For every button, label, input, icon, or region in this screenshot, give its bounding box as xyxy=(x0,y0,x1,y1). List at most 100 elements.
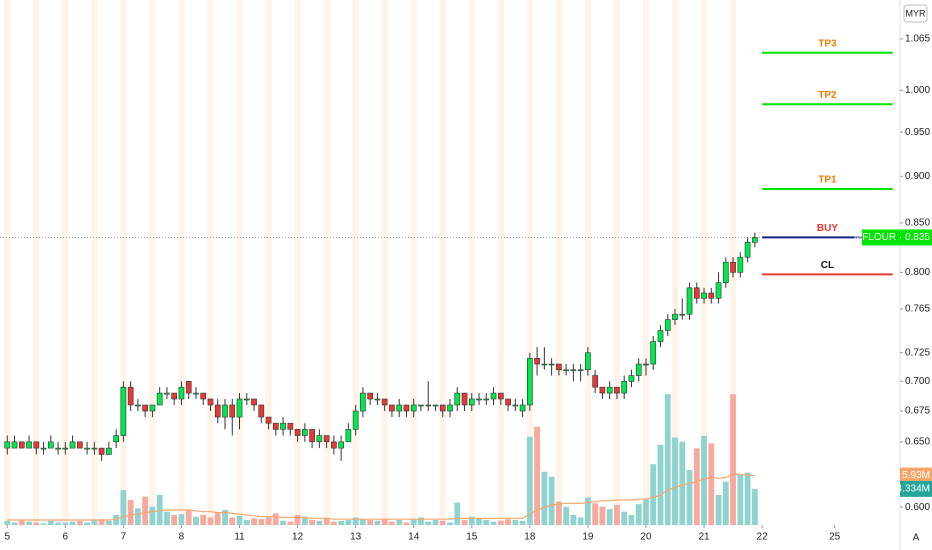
volume-bar xyxy=(534,426,540,525)
candle-body xyxy=(599,386,606,394)
candle-body xyxy=(171,392,178,400)
candle-body xyxy=(345,429,352,443)
x-tick-label: 5 xyxy=(4,532,10,543)
x-tick-label: 18 xyxy=(524,532,536,543)
y-tick-label: 1.000 xyxy=(905,85,930,96)
candle-body xyxy=(701,292,707,299)
y-tick-label: 0.675 xyxy=(905,406,930,417)
volume-bar xyxy=(672,437,678,525)
volume-bar xyxy=(693,448,700,525)
candle-body xyxy=(62,447,69,450)
volume-bar xyxy=(374,520,381,525)
candle-body xyxy=(200,392,207,400)
volume-bar xyxy=(251,518,257,525)
candle-body xyxy=(432,404,439,407)
candle-body xyxy=(476,398,482,401)
volume-bar xyxy=(751,488,758,525)
session-band xyxy=(265,0,272,525)
volume-bar xyxy=(570,515,577,525)
volume-bar xyxy=(461,520,468,525)
x-tick-label: 25 xyxy=(829,532,841,543)
session-band xyxy=(33,0,40,525)
candle-body xyxy=(570,369,577,372)
candle-body xyxy=(294,429,301,436)
candle-body xyxy=(534,358,540,365)
volume-bar xyxy=(476,518,482,525)
volume-bar xyxy=(26,521,32,525)
candle-body xyxy=(142,404,149,412)
candle-body xyxy=(614,386,620,394)
session-band xyxy=(555,0,562,525)
volume-bar xyxy=(142,496,149,525)
candle-body xyxy=(650,341,657,365)
candle-body xyxy=(113,435,119,443)
x-tick-label: 12 xyxy=(292,532,304,543)
candle-body xyxy=(164,392,170,395)
candle-body xyxy=(47,441,54,449)
volume-bar xyxy=(635,504,642,525)
volume-bar xyxy=(505,519,511,525)
volume-bar xyxy=(447,522,453,525)
volume-bar xyxy=(258,519,265,525)
auto-scale-button[interactable]: A xyxy=(913,533,920,544)
x-tick-label: 8 xyxy=(179,532,185,543)
x-tick-label: 7 xyxy=(121,532,127,543)
volume-bar xyxy=(294,515,301,525)
session-band xyxy=(439,0,446,525)
candle-body xyxy=(207,398,214,406)
x-tick-label: 20 xyxy=(640,532,652,543)
volume-bar xyxy=(490,521,497,525)
candle-body xyxy=(672,313,678,320)
volume-bar xyxy=(519,520,526,525)
candle-body xyxy=(526,358,533,406)
volume-bar xyxy=(585,497,591,525)
volume-bar xyxy=(410,519,417,525)
session-bands xyxy=(4,0,737,525)
volume-bar xyxy=(643,499,649,525)
candle-body xyxy=(635,363,642,376)
volume-bar xyxy=(621,511,628,525)
session-band xyxy=(468,0,475,525)
candle-body xyxy=(301,429,308,436)
volume-bar xyxy=(40,523,47,525)
candle-body xyxy=(69,441,76,449)
volume-bar xyxy=(439,520,446,525)
candle-body xyxy=(280,422,286,430)
volume-bar xyxy=(265,517,272,525)
volume-bar xyxy=(309,520,315,525)
session-band xyxy=(526,0,533,525)
candle-body xyxy=(374,398,381,401)
volume-bar xyxy=(555,501,562,525)
volume-bar xyxy=(708,443,715,525)
candle-body xyxy=(367,392,374,400)
volume-bar xyxy=(650,464,657,525)
volume-bar xyxy=(715,495,722,525)
session-band xyxy=(207,0,214,525)
candle-body xyxy=(737,256,744,273)
volume-bar xyxy=(4,520,11,525)
candle-body xyxy=(410,404,417,412)
candle-body xyxy=(229,404,236,418)
volume-bar xyxy=(272,513,279,525)
volume-bar xyxy=(149,506,156,525)
volume-bar xyxy=(91,520,98,525)
candle-body xyxy=(265,416,272,424)
candle-body xyxy=(643,363,649,366)
candle-body xyxy=(106,447,112,455)
candle-body xyxy=(592,375,599,388)
candle-body xyxy=(381,398,388,406)
candle-body xyxy=(490,392,497,400)
candle-body xyxy=(84,447,90,450)
volume-bar xyxy=(367,520,374,525)
candle-body xyxy=(127,386,134,406)
candle-body xyxy=(331,441,337,449)
session-band xyxy=(62,0,69,525)
volume-bar xyxy=(62,522,69,525)
candle-body xyxy=(33,441,40,449)
candle-body xyxy=(258,404,265,418)
candle-body xyxy=(425,404,432,407)
candle-body xyxy=(751,237,758,243)
volume-bar xyxy=(418,517,424,525)
